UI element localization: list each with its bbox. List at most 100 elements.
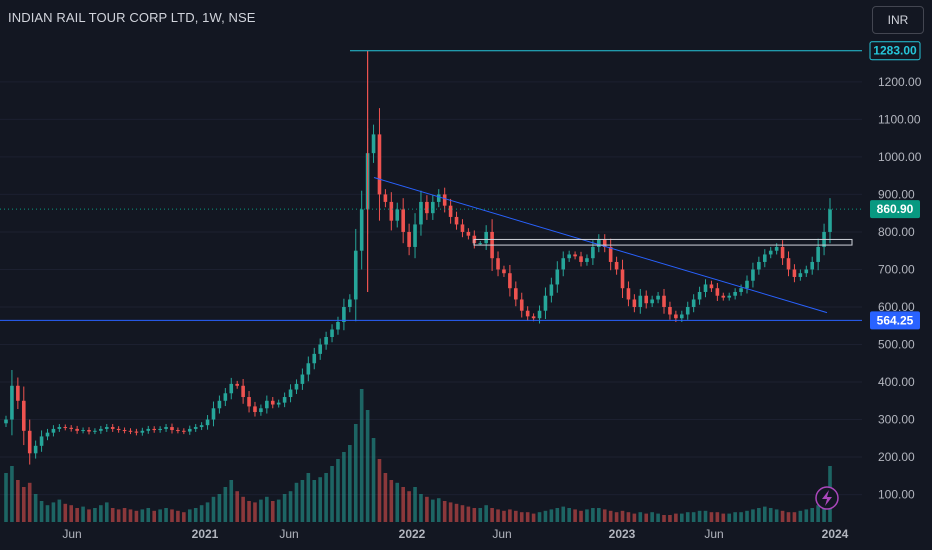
volume-bar [822,501,826,522]
volume-bar [158,509,162,522]
candle [555,261,560,293]
volume-bar [247,501,251,522]
candle [401,198,405,244]
volume-bar [638,512,643,522]
volume-bar [57,499,62,522]
candle [395,202,400,228]
volume-bar [318,477,322,522]
candle [116,426,121,433]
candle [697,286,702,305]
candle [786,251,791,277]
candle [762,249,767,268]
price-axis[interactable]: 1200.00 1100.00 1000.00 900.00 800.00 700.00 6… [878,75,922,502]
candle [205,415,210,430]
candle [259,404,263,416]
candle [318,338,322,360]
volume-bar [99,505,103,522]
volume-bar [762,506,767,522]
time-tick-label: Jun [279,527,298,541]
candle [229,377,234,400]
candle [413,213,417,259]
candle [122,427,127,434]
candle [176,427,180,434]
currency-button[interactable]: INR [872,6,924,34]
volume-bar [39,501,44,522]
candle [253,401,257,417]
candle [235,380,239,389]
volume-bar [324,473,328,522]
volume-bar [413,487,417,522]
candle [632,294,637,313]
volume-bar [478,508,483,522]
candle [306,356,311,382]
volume-bar [336,459,340,522]
candle [691,294,696,313]
volume-bar [407,491,411,522]
candle [16,377,20,410]
volume-bar [146,508,151,522]
candle [460,219,465,238]
price-tags: 1283.00 860.90 564.25 [869,41,921,330]
volume-bar [484,505,488,522]
volume-bar [804,509,809,522]
candle [128,428,133,435]
volume-bar [377,459,382,522]
volume-bar [365,410,370,522]
candle [425,195,429,220]
volume-bar [16,480,20,522]
volume-bar [555,508,560,522]
volume-bar [116,509,121,522]
volume-bar [348,445,352,522]
candle [431,195,435,220]
volume-bar [176,510,180,522]
flash-badge[interactable] [815,486,839,510]
volume-bar [122,508,127,522]
candle [294,379,299,395]
volume-bar [768,508,773,522]
time-tick-label: Jun [704,527,723,541]
candle [561,251,566,277]
volume-bar [395,482,400,522]
candle [733,288,737,300]
volume-bar [87,509,91,522]
volume-bar [490,508,494,522]
candle [51,425,56,437]
volume-bar [27,482,32,522]
candle [662,288,666,314]
volume-bar [33,494,38,522]
drawing-overlays[interactable] [0,50,862,321]
candle [288,384,293,403]
range-box[interactable] [473,238,853,246]
candle [543,287,548,319]
volume-bar [561,506,566,522]
volume-bar [519,512,524,522]
time-axis[interactable]: Jun 2021 Jun 2022 Jun 2023 Jun 2024 [62,527,848,541]
candle [353,228,358,322]
candle [573,251,577,260]
price-tick-label: 900.00 [878,187,915,201]
volume-bar [591,508,595,522]
volume-bar [217,494,222,522]
volume-bar [294,482,299,522]
candle [745,275,749,294]
volume-bar [448,502,453,522]
volume-bar [164,508,168,522]
volume-bar [454,503,459,522]
volume-bar [786,512,791,522]
price-tick-label: 100.00 [878,488,915,502]
candle [757,256,761,275]
candle [312,347,317,370]
volume-bar [442,501,447,522]
candle [383,189,388,208]
time-tick-label: 2021 [192,527,219,541]
support-price-tag: 564.25 [870,311,920,330]
candle [158,426,162,433]
candle [348,294,352,313]
price-tick-label: 800.00 [878,225,915,239]
volume-bar [573,509,577,522]
volume-bar [502,510,506,522]
candle [81,427,85,434]
volume-bar [223,487,228,522]
volume-bar [597,508,601,522]
